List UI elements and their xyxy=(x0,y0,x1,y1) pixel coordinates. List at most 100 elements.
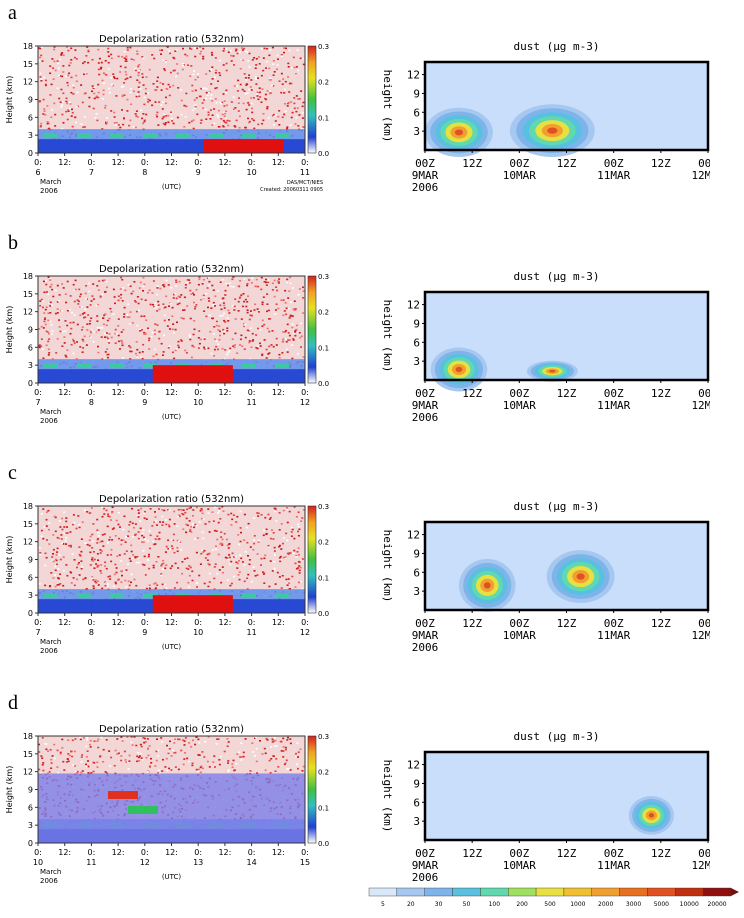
colorbar-label: 50 xyxy=(463,901,471,908)
lidar-xtick: 0: xyxy=(88,848,96,857)
lidar-day-label: 12 xyxy=(300,398,310,407)
model-ytick: 3 xyxy=(413,355,420,368)
model-date-label: 9MAR xyxy=(412,169,439,182)
model-title: dust (μg m-3) xyxy=(513,40,599,53)
lidar-ytick: 0 xyxy=(28,379,33,388)
lidar-xtick: 0: xyxy=(248,388,256,397)
lidar-xtick: 12: xyxy=(165,848,178,857)
lidar-xtick: 12: xyxy=(112,158,125,167)
model-xtick: 00Z xyxy=(415,157,435,170)
lidar-xlabel: (UTC) xyxy=(162,413,182,421)
lidar-panel-c: Depolarization ratio (532nm) 18 15 12 9 6 3 0 He… xyxy=(5,494,329,655)
model-xtick: 12Z xyxy=(557,847,577,860)
lidar-ytick: 6 xyxy=(28,343,33,352)
model-ytick: 9 xyxy=(413,317,420,330)
model-ylabel: height (km) xyxy=(381,760,394,833)
model-xtick: 12Z xyxy=(651,617,671,630)
lidar-day-label: 10 xyxy=(33,858,43,867)
lidar-ylabel: Height (km) xyxy=(5,766,14,814)
model-xtick: 00Z xyxy=(509,847,529,860)
lidar-ytick: 0 xyxy=(28,609,33,618)
lidar-aerosol-layer xyxy=(38,129,305,153)
lidar-ytick: 6 xyxy=(28,113,33,122)
lidar-day-label: 10 xyxy=(193,628,203,637)
colorbar-label: 1000 xyxy=(570,901,585,908)
lidar-xtick: 0: xyxy=(301,158,309,167)
lidar-credit: Created: 20060311 0905 xyxy=(260,187,323,193)
model-ytick: 12 xyxy=(407,69,420,82)
lidar-xtick: 12: xyxy=(272,618,285,627)
lidar-panel-a: Depolarization ratio (532nm) 18 15 12 9 6 3 0 He… xyxy=(5,34,329,195)
model-xtick: 12Z xyxy=(557,387,577,400)
lidar-xtick: 0: xyxy=(34,158,42,167)
lidar-colorbar xyxy=(307,275,317,384)
model-ytick: 9 xyxy=(413,547,420,560)
panel-label-d: d xyxy=(8,692,18,714)
model-ylabel: height (km) xyxy=(381,70,394,143)
model-title: dust (μg m-3) xyxy=(513,730,599,743)
lidar-xtick: 0: xyxy=(88,388,96,397)
lidar-xtick: 12: xyxy=(58,618,71,627)
lidar-title: Depolarization ratio (532nm) xyxy=(99,34,244,45)
model-xtick: 12Z xyxy=(651,847,671,860)
lidar-xtick: 12: xyxy=(165,388,178,397)
model-xtick: 00Z xyxy=(698,157,710,170)
lidar-xtick: 0: xyxy=(248,158,256,167)
model-date-label: 11MAR xyxy=(597,169,630,182)
model-ylabel: height (km) xyxy=(381,530,394,603)
lidar-xtick: 0: xyxy=(141,848,149,857)
lidar-day-label: 9 xyxy=(142,398,147,407)
colorbar-label: 100 xyxy=(489,901,501,908)
model-xtick: 00Z xyxy=(415,617,435,630)
colorbar-label: 2000 xyxy=(598,901,613,908)
model-date-label: 10MAR xyxy=(503,859,536,872)
lidar-colorbar-tick: 0.1 xyxy=(318,574,329,582)
lidar-colorbar-tick: 0.3 xyxy=(318,43,329,51)
model-xtick: 00Z xyxy=(604,157,624,170)
lidar-ylabel: Height (km) xyxy=(5,536,14,584)
lidar-colorbar-tick: 0.2 xyxy=(318,539,329,547)
lidar-panel-d: Depolarization ratio (532nm) 18 15 12 9 6 3 0 He… xyxy=(5,724,329,885)
lidar-title: Depolarization ratio (532nm) xyxy=(99,494,244,505)
model-xtick: 00Z xyxy=(415,847,435,860)
lidar-xtick: 0: xyxy=(34,618,42,627)
lidar-xtick: 0: xyxy=(301,848,309,857)
lidar-xlabel: (UTC) xyxy=(162,873,182,881)
model-date-label: 11MAR xyxy=(597,399,630,412)
lidar-xtick: 0: xyxy=(194,388,202,397)
lidar-ytick: 15 xyxy=(23,520,33,529)
model-date-label: 10MAR xyxy=(503,169,536,182)
lidar-colorbar-tick: 0.2 xyxy=(318,309,329,317)
colorbar-segment xyxy=(675,887,704,897)
model-xtick: 12Z xyxy=(462,387,482,400)
lidar-ytick: 0 xyxy=(28,149,33,158)
lidar-day-label: 13 xyxy=(193,858,203,867)
colorbar-segment xyxy=(452,887,481,897)
lidar-xtick: 0: xyxy=(194,158,202,167)
model-ytick: 3 xyxy=(413,125,420,138)
model-xtick: 12Z xyxy=(462,847,482,860)
lidar-xtick: 12: xyxy=(165,158,178,167)
lidar-year: 2006 xyxy=(40,647,58,655)
lidar-aerosol-layer xyxy=(38,773,305,843)
model-xtick: 12Z xyxy=(651,387,671,400)
colorbar-segment xyxy=(424,887,453,897)
lidar-colorbar-tick: 0.0 xyxy=(318,840,329,848)
model-xtick: 00Z xyxy=(509,387,529,400)
model-xtick: 00Z xyxy=(604,617,624,630)
model-title: dust (μg m-3) xyxy=(513,270,599,283)
lidar-colorbar xyxy=(307,45,317,154)
lidar-colorbar-tick: 0.0 xyxy=(318,150,329,158)
model-date-label: 12MAR xyxy=(691,399,710,412)
lidar-xtick: 12: xyxy=(272,388,285,397)
colorbar-segment xyxy=(535,887,565,897)
colorbar-segment xyxy=(702,887,732,897)
lidar-xtick: 0: xyxy=(194,848,202,857)
colorbar-segment xyxy=(368,887,398,897)
colorbar-label: 5 xyxy=(381,901,385,908)
lidar-ytick: 18 xyxy=(23,732,33,741)
lidar-xtick: 12: xyxy=(272,158,285,167)
lidar-day-label: 7 xyxy=(89,168,94,177)
dust-colorbar: 5 20 30 50 100 200 500 1000 2000 3000 5000 10000 200… xyxy=(368,887,739,908)
